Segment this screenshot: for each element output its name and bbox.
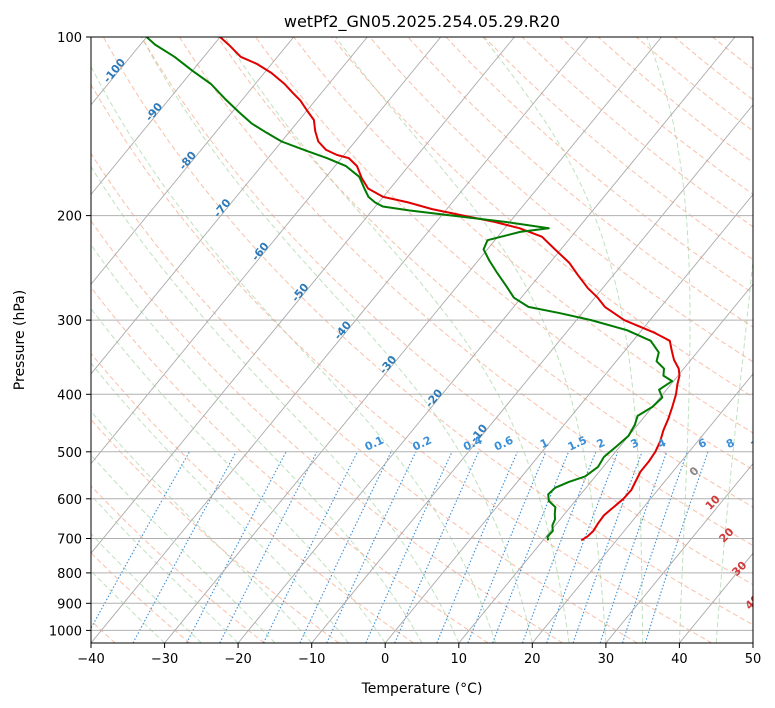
isotherm-line: [605, 462, 753, 643]
y-tick-label: 200: [57, 210, 82, 225]
mixing-ratio-line: [521, 451, 597, 643]
mixing-ratio-line: [365, 451, 453, 643]
moist-adiabat: [91, 165, 460, 643]
dry-adiabat: [91, 83, 713, 643]
chart-title: wetPf2_GN05.2025.254.05.29.R20: [284, 12, 560, 32]
dry-adiabat: [407, 37, 753, 328]
temperature-profile: [219, 37, 681, 542]
moist-adiabat: [140, 37, 533, 643]
dry-adiabat: [140, 37, 753, 586]
y-tick-label: 800: [57, 567, 82, 582]
dry-adiabat: [91, 485, 265, 643]
moist-adiabat: [224, 37, 570, 643]
y-tick-label: 100: [57, 31, 82, 46]
dry-adiabat: [91, 286, 489, 643]
isobar-temp-label: 40: [743, 592, 763, 612]
isotherm-line: [458, 283, 753, 643]
isotherm-line: [311, 104, 753, 643]
moist-adiabat: [91, 307, 386, 643]
mixing-ratio-line: [467, 451, 547, 643]
isotherm-line: [384, 193, 753, 643]
x-tick-label: −20: [224, 652, 251, 667]
x-tick-label: −40: [77, 652, 104, 667]
mixing-ratio-line: [492, 451, 570, 643]
y-tick-label: 500: [57, 446, 82, 461]
x-tick-label: 40: [671, 652, 688, 667]
isotherm-line: [91, 37, 589, 643]
dry-adiabat: [217, 37, 753, 508]
x-tick-label: 20: [524, 652, 541, 667]
isotherm-line: [91, 37, 295, 285]
dry-adiabat: [91, 152, 638, 643]
data-layer: [145, 37, 681, 542]
mixing-ratio-line: [436, 451, 518, 643]
mixing-ratio-line: [263, 451, 358, 643]
grid-layer: [91, 37, 753, 643]
mixing-ratio-line: [132, 451, 237, 643]
y-tick-label: 600: [57, 493, 82, 508]
mixing-ratio-line: [546, 451, 619, 643]
mixing-ratio-line: [91, 451, 190, 630]
dry-adiabat: [102, 37, 753, 626]
isotherm-line: [531, 373, 753, 643]
y-tick-label: 700: [57, 533, 82, 548]
isotherm-line: [237, 37, 736, 643]
x-tick-label: 0: [381, 652, 389, 667]
mixing-ratio-line: [326, 451, 417, 643]
dewpoint-profile: [145, 37, 674, 541]
isotherm-line: [91, 37, 221, 196]
y-tick-label: 900: [57, 597, 82, 612]
moist-adiabat: [91, 243, 423, 643]
isotherm-line: [91, 37, 368, 375]
isotherm-line: [91, 37, 442, 465]
mixing-ratio-label: 10: [749, 434, 769, 452]
mixing-ratio-line: [299, 451, 392, 643]
dry-adiabat: [91, 418, 340, 643]
mixing-ratio-line: [572, 451, 643, 643]
x-axis-title: Temperature (°C): [361, 681, 483, 697]
x-tick-label: −10: [298, 652, 325, 667]
x-tick-label: 10: [451, 652, 468, 667]
dry-adiabat: [445, 37, 753, 294]
moist-adiabat: [91, 65, 497, 643]
y-tick-label: 400: [57, 388, 82, 403]
y-axis-title: Pressure (hPa): [12, 290, 28, 390]
isotherm-line: [164, 37, 662, 643]
y-tick-label: 1000: [49, 624, 82, 639]
mixing-ratio-line: [186, 451, 287, 643]
mixing-ratio-line: [599, 451, 668, 643]
dry-adiabat: [91, 552, 191, 643]
moist-adiabat: [335, 37, 607, 643]
isotherm-line: [91, 37, 515, 554]
dry-adiabat: [293, 37, 753, 434]
x-tick-label: 50: [745, 652, 762, 667]
plot-frame: [90, 36, 754, 644]
y-tick-label: 300: [57, 314, 82, 329]
axis-layer: −40 −30 −20 −10 0 10 20 30 40 50 100 200 300 400 500 60…: [49, 31, 761, 667]
mixing-ratio-line: [219, 451, 318, 643]
x-tick-label: 30: [598, 652, 615, 667]
moist-adiabat: [715, 254, 753, 643]
moist-adiabat: [646, 37, 691, 643]
moist-adiabat: [482, 37, 644, 643]
moist-adiabat: [91, 362, 349, 643]
moist-adiabat: [91, 410, 313, 643]
dry-adiabat: [91, 220, 563, 643]
mixing-ratio-line: [622, 451, 688, 643]
x-tick-label: −30: [151, 652, 178, 667]
mixing-ratio-line: [644, 451, 709, 643]
dry-adiabat: [178, 37, 753, 547]
